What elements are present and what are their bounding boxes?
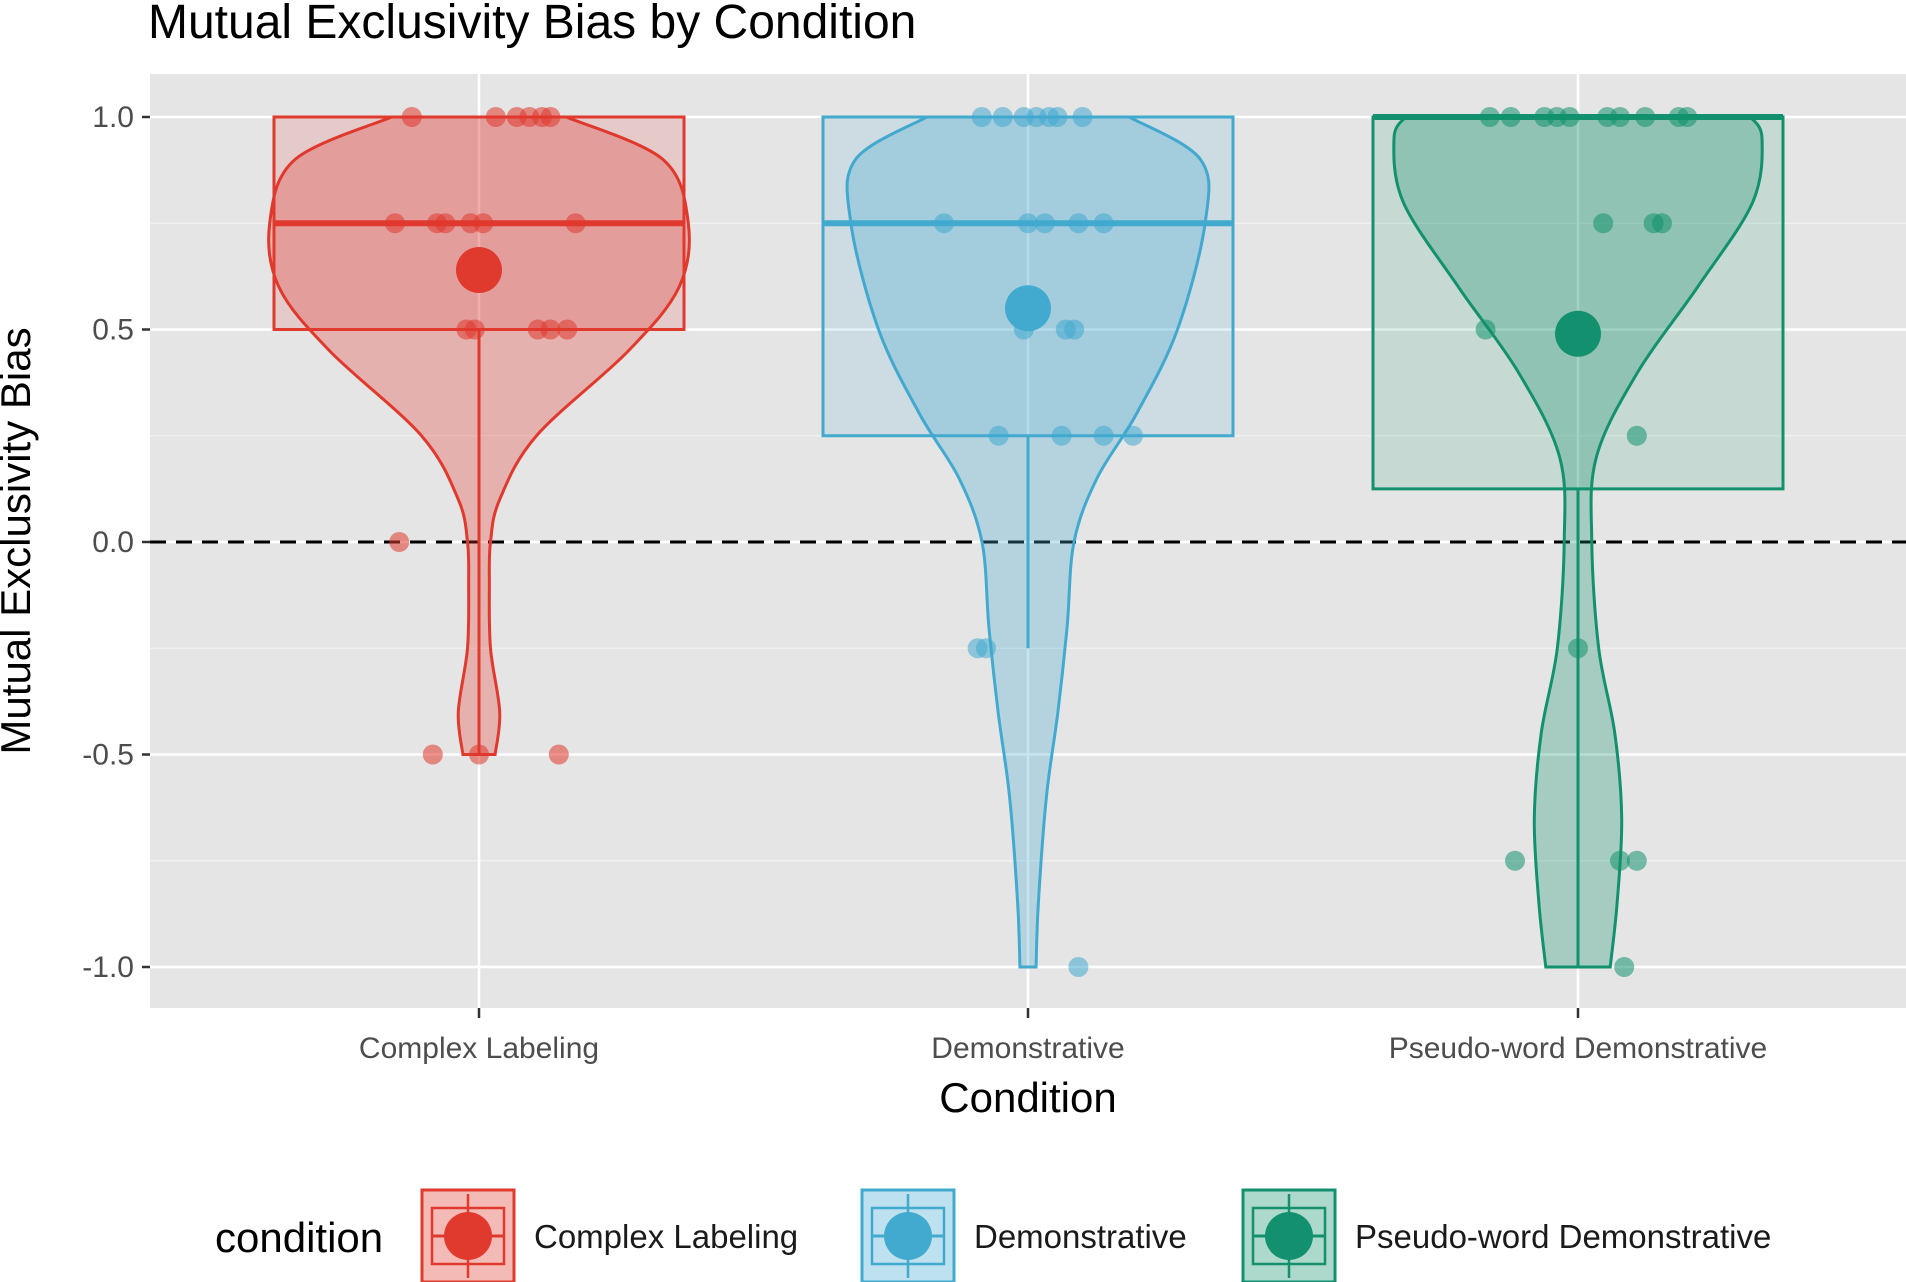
- data-point: [385, 213, 405, 234]
- data-point: [1093, 213, 1114, 234]
- mean-point: [1005, 285, 1051, 332]
- legend-key-point: [444, 1212, 492, 1260]
- data-point: [540, 319, 561, 340]
- legend-key-point: [1265, 1212, 1313, 1260]
- data-point: [988, 425, 1009, 446]
- data-point: [1593, 213, 1614, 234]
- data-point: [992, 107, 1013, 127]
- data-point: [1034, 213, 1055, 234]
- data-point: [1123, 425, 1143, 446]
- data-point: [1568, 638, 1588, 659]
- data-point: [1068, 213, 1089, 234]
- data-point: [1610, 850, 1630, 871]
- chart-title: Mutual Exclusivity Bias by Condition: [148, 0, 916, 49]
- x-tick-label: Complex Labeling: [359, 1032, 599, 1065]
- data-point: [1677, 107, 1698, 127]
- y-axis: -1.0 -0.5 0.0 0.5 1.0: [82, 101, 150, 984]
- data-point: [1626, 425, 1647, 446]
- data-point: [435, 213, 456, 234]
- data-point: [1093, 425, 1114, 446]
- data-point: [565, 213, 586, 234]
- series-layer: [267, 107, 1785, 977]
- y-tick-label: -1.0: [82, 951, 134, 984]
- data-point: [485, 107, 506, 127]
- mean-point: [456, 247, 502, 293]
- box: [1371, 115, 1785, 491]
- data-point: [1072, 107, 1093, 127]
- legend-key: [1241, 1188, 1337, 1282]
- legend-label: Demonstrative: [974, 1218, 1187, 1255]
- y-tick-label: 0.0: [92, 526, 134, 559]
- legend-label: Complex Labeling: [534, 1218, 798, 1255]
- x-tick-label: Pseudo-word Demonstrative: [1389, 1032, 1768, 1065]
- data-point: [1475, 319, 1496, 340]
- data-point: [976, 638, 996, 659]
- y-tick-label: 0.5: [92, 314, 134, 347]
- data-point: [548, 744, 569, 765]
- data-point: [971, 107, 992, 127]
- legend: condition Complex Labeling Demonstrative P…: [215, 1188, 1771, 1282]
- legend-key-point: [884, 1212, 932, 1260]
- y-tick-label: 1.0: [92, 101, 134, 134]
- data-point: [1505, 850, 1525, 871]
- series-group: [267, 107, 691, 765]
- mean-point: [1555, 310, 1601, 357]
- legend-title: condition: [215, 1214, 383, 1261]
- data-point: [422, 744, 443, 765]
- box: [821, 115, 1235, 438]
- data-point: [1479, 107, 1500, 127]
- data-point: [934, 213, 954, 234]
- data-point: [1500, 107, 1521, 127]
- data-point: [464, 319, 485, 340]
- legend-key: [420, 1188, 516, 1282]
- data-point: [540, 107, 561, 127]
- series-group: [821, 107, 1235, 977]
- y-tick-label: -0.5: [82, 739, 134, 772]
- data-point: [1559, 107, 1580, 127]
- data-point: [473, 213, 494, 234]
- data-point: [1047, 107, 1068, 127]
- data-point: [389, 532, 410, 552]
- legend-key: [860, 1188, 956, 1282]
- x-axis: Complex Labeling Demonstrative Pseudo-word…: [359, 1008, 1767, 1065]
- data-point: [1064, 319, 1085, 340]
- data-point: [1068, 957, 1089, 977]
- data-point: [1626, 850, 1647, 871]
- data-point: [469, 744, 489, 765]
- series-group: [1371, 107, 1785, 977]
- data-point: [1051, 425, 1072, 446]
- legend-label: Pseudo-word Demonstrative: [1355, 1218, 1771, 1255]
- x-axis-title: Condition: [939, 1074, 1116, 1121]
- data-point: [1018, 213, 1038, 234]
- x-tick-label: Demonstrative: [931, 1032, 1124, 1065]
- data-point: [1635, 107, 1656, 127]
- data-point: [401, 107, 422, 127]
- data-point: [1614, 957, 1635, 977]
- y-axis-title: Mutual Exclusivity Bias: [0, 327, 39, 754]
- data-point: [557, 319, 578, 340]
- data-point: [1610, 107, 1630, 127]
- data-point: [1652, 213, 1672, 234]
